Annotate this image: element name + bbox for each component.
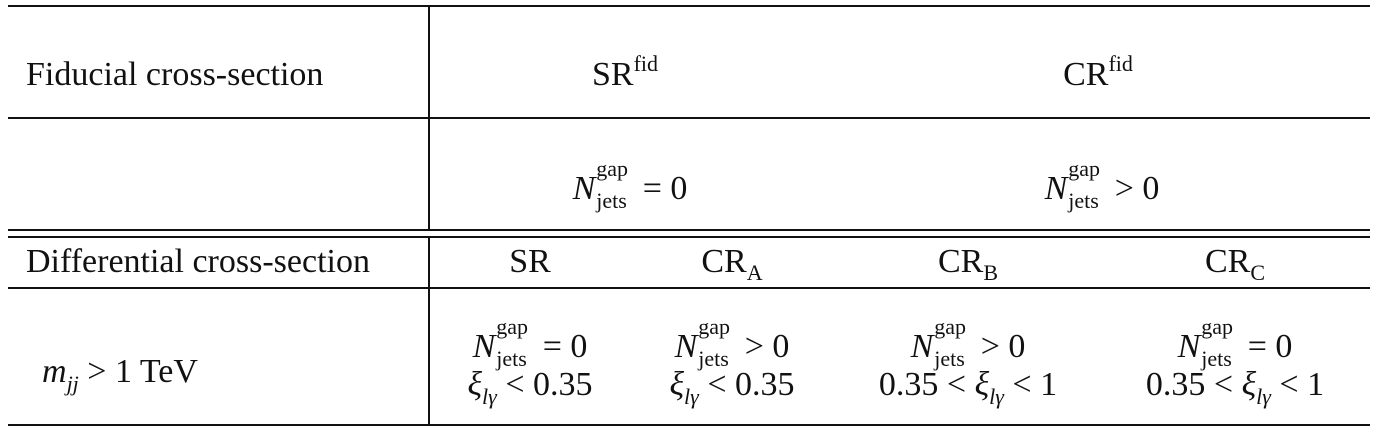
- bottom-rule: [8, 424, 1370, 426]
- xi-symbol: ξ: [974, 366, 990, 403]
- fiducial-label: Fiducial cross-section: [26, 58, 323, 92]
- sr-header: SR: [509, 245, 551, 279]
- xi-sub: lγ: [684, 384, 699, 409]
- jets-sub: jets: [698, 346, 729, 371]
- gap-sup: gap: [1068, 156, 1101, 181]
- sr-main: SR: [509, 243, 551, 280]
- n-relation: = 0: [1247, 328, 1293, 365]
- mjj-sub: jj: [66, 371, 79, 396]
- top-rule: [8, 5, 1370, 7]
- differential-label-text: Differential cross-section: [26, 243, 370, 280]
- cra-header: CRA: [701, 243, 762, 284]
- row3-rule: [8, 287, 1370, 289]
- sr-fid-main: SR: [591, 56, 634, 93]
- double-rule-top: [8, 229, 1370, 231]
- xi-suffix: < 0.35: [698, 366, 795, 403]
- xi-prefix: 0.35 <: [1145, 366, 1242, 403]
- xi-suffix: < 1: [1003, 366, 1058, 403]
- fiducial-label-text: Fiducial cross-section: [26, 56, 324, 93]
- cr-fid-main: CR: [1063, 56, 1109, 93]
- gap-sup: gap: [698, 314, 731, 339]
- crb-main: CR: [937, 243, 984, 280]
- jets-sub: jets: [1201, 346, 1232, 371]
- jets-sub: jets: [1068, 188, 1099, 213]
- cra-main: CR: [701, 243, 747, 280]
- mjj-rest: > 1 TeV: [78, 353, 198, 390]
- crc-main: CR: [1204, 243, 1251, 280]
- column-divider: [428, 5, 430, 230]
- crc-sub: C: [1250, 260, 1266, 285]
- xi-suffix: < 1: [1270, 366, 1325, 403]
- xi-sub: lγ: [482, 384, 497, 409]
- cr-fid-sup: fid: [1108, 51, 1133, 76]
- xi-symbol: ξ: [1241, 366, 1257, 403]
- crb-header: CRB: [937, 243, 998, 284]
- gap-sup: gap: [934, 314, 967, 339]
- cr-fid-header: CRfid: [1063, 53, 1133, 93]
- row1-rule: [8, 117, 1370, 119]
- xi-symbol: ξ: [669, 366, 685, 403]
- xi-sub: lγ: [989, 384, 1004, 409]
- n-relation: = 0: [542, 328, 588, 365]
- n-relation: > 0: [744, 328, 790, 365]
- n-symbol: N: [1044, 170, 1068, 207]
- jets-sub: jets: [596, 188, 627, 213]
- column-divider-lower: [428, 236, 430, 426]
- gap-sup: gap: [596, 156, 629, 181]
- gap-sup: gap: [1201, 314, 1234, 339]
- cr-fid-relation: > 0: [1114, 170, 1160, 207]
- sr-fid-header: SRfid: [591, 53, 658, 93]
- jets-sub: jets: [934, 346, 965, 371]
- n-symbol: N: [572, 170, 596, 207]
- n-symbol: N: [472, 328, 496, 365]
- xi-sub: lγ: [1256, 384, 1271, 409]
- gap-sup: gap: [496, 314, 529, 339]
- crc-header: CRC: [1204, 243, 1265, 284]
- xi-prefix: 0.35 <: [878, 366, 975, 403]
- differential-label: Differential cross-section: [26, 245, 370, 279]
- n-symbol: N: [910, 328, 934, 365]
- jets-sub: jets: [496, 346, 527, 371]
- n-relation: > 0: [980, 328, 1026, 365]
- crb-sub: B: [983, 260, 999, 285]
- mjj-var: m: [42, 353, 67, 390]
- n-symbol: N: [674, 328, 698, 365]
- xi-suffix: < 0.35: [496, 366, 593, 403]
- double-rule-bottom: [8, 236, 1370, 238]
- cra-sub: A: [746, 260, 763, 285]
- xi-symbol: ξ: [467, 366, 483, 403]
- mjj-label: mjj > 1 TeV: [42, 353, 198, 395]
- sr-fid-sup: fid: [633, 51, 659, 76]
- n-symbol: N: [1177, 328, 1201, 365]
- sr-fid-relation: = 0: [642, 170, 688, 207]
